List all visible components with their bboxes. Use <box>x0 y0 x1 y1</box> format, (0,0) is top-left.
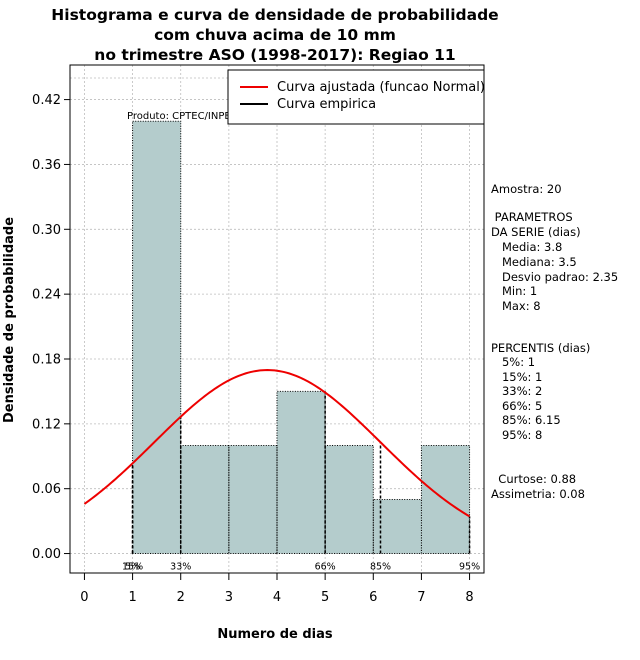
x-tick-label-6: 6 <box>369 590 377 605</box>
stat-p85: 85%: 6.15 <box>491 413 561 427</box>
stat-amostra: Amostra: 20 <box>491 182 562 196</box>
stat-curtose: Curtose: 0.88 <box>491 472 577 486</box>
histogram-bar-5 <box>373 499 422 554</box>
percentile-label-1: 15% <box>122 562 143 573</box>
x-tick-label-3: 3 <box>225 590 233 605</box>
stat-p15: 15%: 1 <box>491 370 543 384</box>
produto-annotation: Produto: CPTEC/INPE <box>127 111 231 122</box>
chart-title-line-2: com chuva acima de 10 mm <box>154 26 396 44</box>
stat-min: Min: 1 <box>491 284 538 298</box>
y-tick-label-0: 0.00 <box>32 547 61 562</box>
histogram-bar-3 <box>277 391 326 554</box>
percentile-label-3: 66% <box>315 562 336 573</box>
axes: 0.00 0.06 0.12 0.18 0.24 0.30 0.36 0.42 0 1 2 3 4 5 6 7… <box>32 93 474 605</box>
stat-max: Max: 8 <box>491 299 541 313</box>
histogram-bar-0 <box>132 121 181 554</box>
legend-empirical-label: Curva empirica <box>277 97 376 112</box>
x-tick-label-7: 7 <box>417 590 425 605</box>
normal-curve <box>83 369 471 518</box>
normal-curve-group <box>83 369 471 518</box>
percentile-label-4: 85% <box>370 562 391 573</box>
x-tick-label-0: 0 <box>80 590 88 605</box>
percentile-lines <box>131 392 471 554</box>
histogram-bar-2 <box>228 445 277 554</box>
y-tick-label-7: 0.42 <box>32 93 61 108</box>
y-tick-label-4: 0.24 <box>32 288 61 303</box>
percentile-label-0: 5% <box>125 562 140 573</box>
stat-desvio: Desvio padrao: 2.35 <box>491 270 619 284</box>
stat-p95: 95%: 8 <box>491 428 543 442</box>
legend: Curva ajustada (funcao Normal) Curva emp… <box>227 69 485 125</box>
histogram-bar-1 <box>180 445 229 554</box>
y-axis-label: Densidade de probabilidade <box>2 217 17 423</box>
y-tick-label-6: 0.36 <box>32 158 61 173</box>
y-tick-label-1: 0.06 <box>32 482 61 497</box>
stat-p5: 5%: 1 <box>491 355 536 369</box>
x-tick-label-8: 8 <box>465 590 473 605</box>
stat-assimetria: Assimetria: 0.08 <box>491 487 585 501</box>
percentile-labels: 5%15% 33% 66% 85% 95% <box>122 562 480 573</box>
x-tick-label-2: 2 <box>177 590 185 605</box>
legend-box <box>227 69 485 125</box>
x-tick-label-5: 5 <box>321 590 329 605</box>
stat-param-title-1: PARAMETROS <box>491 210 573 224</box>
y-tick-label-5: 0.30 <box>32 223 61 238</box>
percentile-label-5: 95% <box>459 562 480 573</box>
stat-param-title-2: DA SERIE (dias) <box>491 225 581 239</box>
x-tick-label-4: 4 <box>273 590 281 605</box>
stat-mediana: Mediana: 3.5 <box>491 255 577 269</box>
y-tick-label-3: 0.18 <box>32 352 61 367</box>
x-axis-label: Numero de dias <box>217 627 333 642</box>
stat-media: Media: 3.8 <box>491 240 563 254</box>
stat-p66: 66%: 5 <box>491 399 543 413</box>
legend-normal-label: Curva ajustada (funcao Normal) <box>277 80 485 95</box>
histogram-bars <box>132 120 471 555</box>
percentile-label-2: 33% <box>170 562 191 573</box>
chart-title-line-1: Histograma e curva de densidade de proba… <box>51 6 499 24</box>
chart-title-line-3: no trimestre ASO (1998-2017): Regiao 11 <box>94 46 456 64</box>
x-tick-label-1: 1 <box>128 590 136 605</box>
y-tick-label-2: 0.12 <box>32 417 61 432</box>
stat-p33: 33%: 2 <box>491 384 543 398</box>
histogram-bar-4 <box>325 445 374 554</box>
stat-percentis-title: PERCENTIS (dias) <box>491 341 591 355</box>
